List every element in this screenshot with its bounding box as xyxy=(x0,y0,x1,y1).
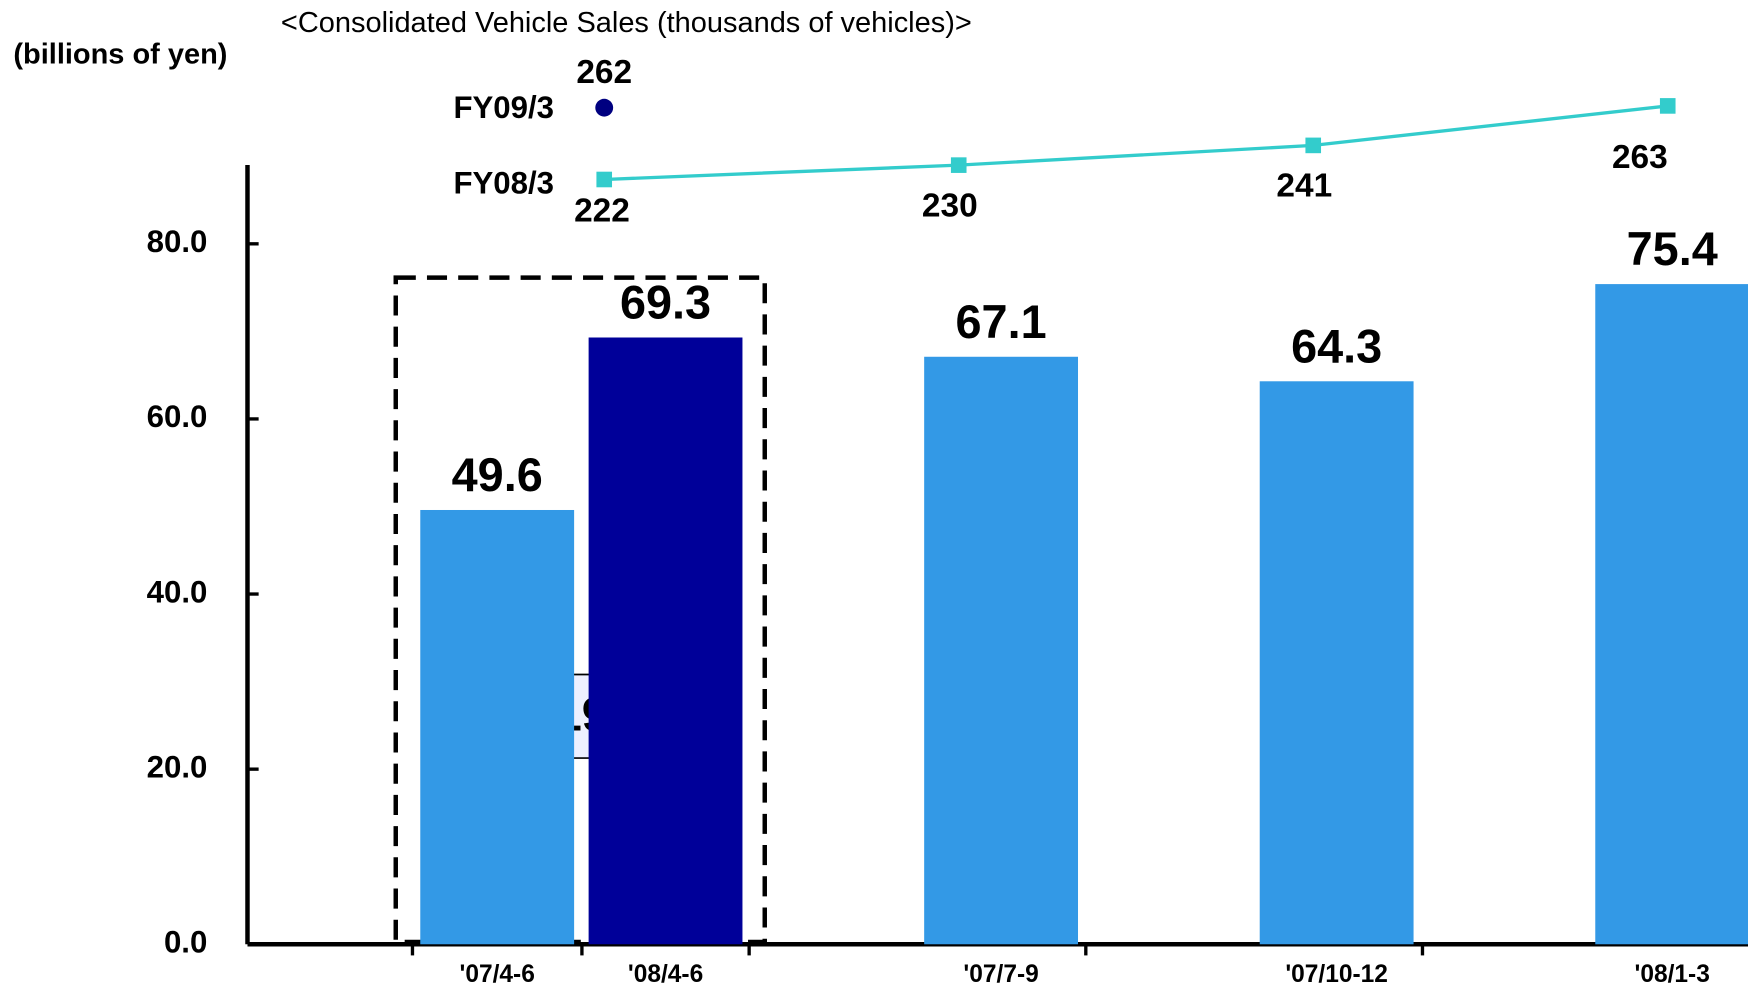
value-label: 64.3 xyxy=(1291,320,1382,372)
y-axis-label: (billions of yen) xyxy=(13,38,227,70)
sales-marker xyxy=(1305,137,1322,154)
bar xyxy=(924,356,1079,945)
bar xyxy=(1259,381,1414,945)
sales-marker xyxy=(595,98,614,117)
legend-label: FY08/3 xyxy=(453,165,554,200)
y-tick-label: 20.0 xyxy=(147,749,208,784)
value-label: 75.4 xyxy=(1627,223,1718,275)
x-tick-label: '08/1-3 xyxy=(1635,961,1710,988)
legend-label: FY09/3 xyxy=(453,90,554,125)
sales-label: 262 xyxy=(576,54,632,91)
sales-label: 230 xyxy=(922,187,978,224)
x-tick-label: '08/4-6 xyxy=(628,961,703,988)
sales-marker xyxy=(1659,98,1676,114)
bar xyxy=(420,509,575,945)
line-title: <Consolidated Vehicle Sales (thousands o… xyxy=(281,7,972,39)
y-tick-label: 60.0 xyxy=(147,399,208,434)
y-tick-label: 0.0 xyxy=(164,925,207,960)
y-tick-label: 40.0 xyxy=(147,574,208,609)
sales-marker xyxy=(950,157,967,173)
x-tick-label: '07/10-12 xyxy=(1285,961,1388,988)
value-label: 67.1 xyxy=(956,296,1047,348)
sales-label: 241 xyxy=(1276,168,1332,205)
x-tick-label: '07/4-6 xyxy=(460,961,535,988)
sales-marker xyxy=(596,171,613,188)
bar xyxy=(588,337,743,945)
sales-line xyxy=(604,104,1668,182)
value-label: 69.3 xyxy=(620,277,711,329)
bar xyxy=(1595,284,1748,945)
value-label: 49.6 xyxy=(452,449,543,501)
sales-label: 263 xyxy=(1612,139,1668,176)
x-tick-label: '07/7-9 xyxy=(963,961,1038,988)
y-tick-label: 80.0 xyxy=(147,224,208,259)
sales-label: 222 xyxy=(574,193,630,230)
